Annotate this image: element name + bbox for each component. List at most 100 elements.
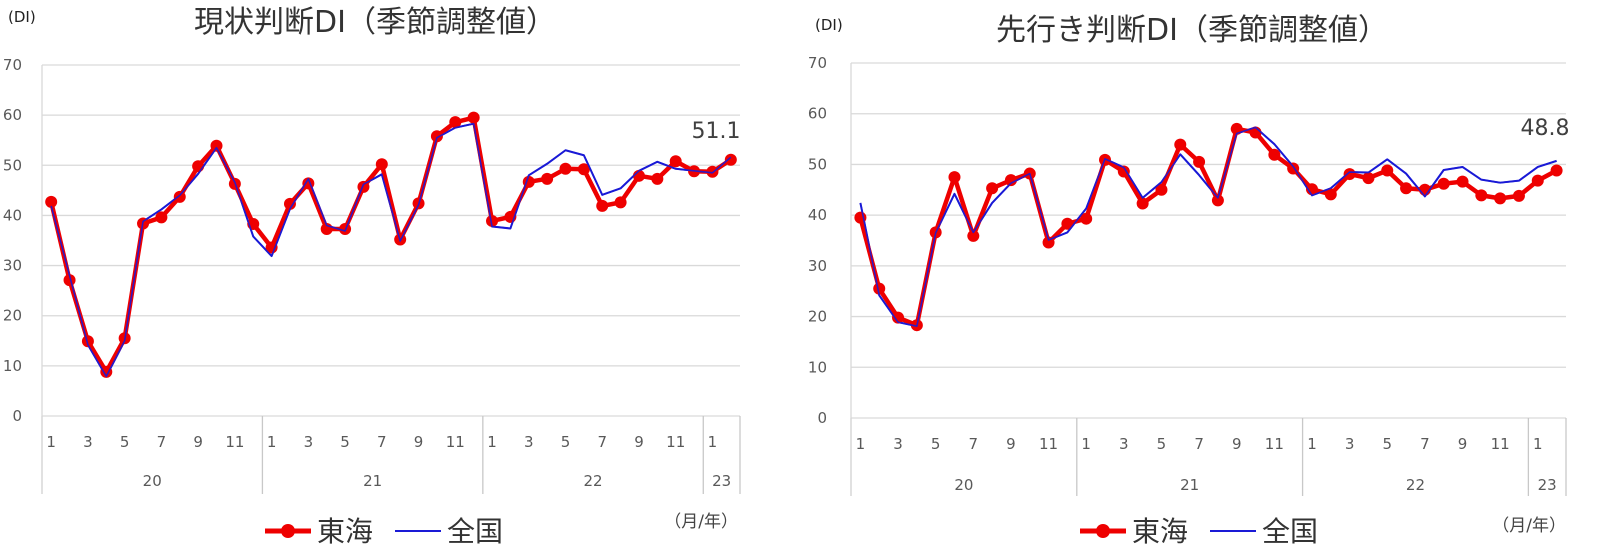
x-unit-label: （月/年） (1492, 516, 1566, 536)
x-month-label: 5 (340, 433, 350, 451)
x-month-label: 7 (377, 433, 387, 451)
data-point-tokai (577, 163, 590, 176)
x-month-label: 5 (1157, 435, 1167, 453)
x-month-label: 11 (666, 433, 685, 451)
legend: 東海 全国 (1080, 515, 1318, 548)
x-month-label: 7 (597, 433, 607, 451)
x-month-label: 3 (83, 433, 93, 451)
x-month-label: 1 (1081, 435, 1091, 453)
y-tick-label: 70 (3, 56, 22, 74)
y-tick-label: 30 (808, 257, 827, 275)
series-line-zenkoku (859, 126, 1557, 328)
y-tick-label: 10 (808, 358, 827, 376)
data-point-tokai (596, 199, 609, 212)
data-point-tokai (1531, 174, 1544, 187)
x-month-label: 7 (157, 433, 167, 451)
data-point-tokai (467, 111, 480, 124)
y-tick-label: 60 (3, 106, 22, 124)
x-month-label: 11 (446, 433, 465, 451)
x-month-label: 7 (1194, 435, 1204, 453)
x-year-label: 21 (1180, 476, 1199, 494)
data-point-tokai (614, 196, 627, 209)
x-month-label: 1 (856, 435, 866, 453)
x-month-label: 11 (1491, 435, 1510, 453)
x-month-label: 5 (120, 433, 130, 451)
data-point-tokai (1324, 188, 1337, 201)
legend: 東海 全国 (265, 515, 503, 548)
x-month-label: 3 (524, 433, 534, 451)
x-month-label: 9 (1006, 435, 1016, 453)
data-point-tokai (1061, 217, 1074, 230)
y-tick-label: 40 (3, 206, 22, 224)
x-month-label: 3 (304, 433, 314, 451)
legend-label-zenkoku: 全国 (1262, 515, 1318, 548)
x-month-label: 1 (708, 433, 718, 451)
x-month-label: 1 (267, 433, 277, 451)
x-month-label: 1 (1533, 435, 1543, 453)
data-point-tokai (873, 282, 886, 295)
x-month-label: 11 (1039, 435, 1058, 453)
data-point-tokai (45, 195, 58, 208)
y-tick-label: 60 (808, 105, 827, 123)
data-point-tokai (449, 116, 462, 129)
data-point-tokai (1456, 175, 1469, 188)
x-month-label: 3 (893, 435, 903, 453)
data-point-tokai (173, 190, 186, 203)
y-tick-label: 0 (817, 409, 827, 427)
data-point-tokai (1174, 138, 1187, 151)
series-line-zenkoku-overlay (50, 122, 732, 378)
data-point-tokai (155, 211, 168, 224)
x-month-label: 9 (193, 433, 203, 451)
data-point-tokai (486, 214, 499, 227)
x-month-label: 7 (969, 435, 979, 453)
series-line-tokai (48, 115, 733, 375)
x-month-label: 9 (634, 433, 644, 451)
legend-label-tokai: 東海 (1132, 515, 1188, 548)
data-point-tokai (651, 172, 664, 185)
data-point-tokai (192, 160, 205, 173)
data-point-tokai (1362, 172, 1375, 185)
data-point-tokai (1512, 189, 1525, 202)
x-year-label: 22 (1406, 476, 1425, 494)
y-tick-label: 50 (3, 156, 22, 174)
series-line-zenkoku-overlay (859, 126, 1557, 328)
y-tick-label: 30 (3, 257, 22, 275)
x-year-label: 20 (143, 472, 162, 490)
y-tick-label: 50 (808, 155, 827, 173)
data-point-tokai (669, 155, 682, 168)
data-point-tokai (1193, 155, 1206, 168)
data-point-tokai (967, 229, 980, 242)
y-axis-label: (DI) (815, 16, 843, 34)
x-month-label: 11 (1265, 435, 1284, 453)
data-point-tokai (1211, 194, 1224, 207)
chart-title: 先行き判断DI（季節調整値） (996, 13, 1388, 48)
x-month-label: 9 (1232, 435, 1242, 453)
x-month-label: 1 (1307, 435, 1317, 453)
x-year-label: 23 (1538, 476, 1557, 494)
x-month-label: 1 (487, 433, 497, 451)
data-point-tokai (541, 172, 554, 185)
y-axis-label: (DI) (8, 8, 36, 26)
data-point-tokai (375, 158, 388, 171)
data-label-last: 51.1 (692, 119, 741, 144)
x-month-label: 5 (1382, 435, 1392, 453)
data-point-tokai (948, 171, 961, 184)
y-tick-label: 40 (808, 206, 827, 224)
data-point-tokai (1305, 183, 1318, 196)
x-year-label: 20 (954, 476, 973, 494)
data-point-tokai (1268, 148, 1281, 161)
legend-marker-tokai (1096, 524, 1110, 538)
x-month-label: 1 (46, 433, 56, 451)
x-year-label: 22 (584, 472, 603, 490)
data-point-tokai (1136, 197, 1149, 210)
data-point-tokai (724, 153, 737, 166)
data-point-tokai (430, 130, 443, 143)
data-point-tokai (1080, 212, 1093, 225)
data-point-tokai (986, 182, 999, 195)
data-point-tokai (63, 274, 76, 287)
data-point-tokai (81, 335, 94, 348)
data-point-tokai (1343, 168, 1356, 181)
x-month-label: 5 (931, 435, 941, 453)
y-tick-label: 20 (808, 308, 827, 326)
